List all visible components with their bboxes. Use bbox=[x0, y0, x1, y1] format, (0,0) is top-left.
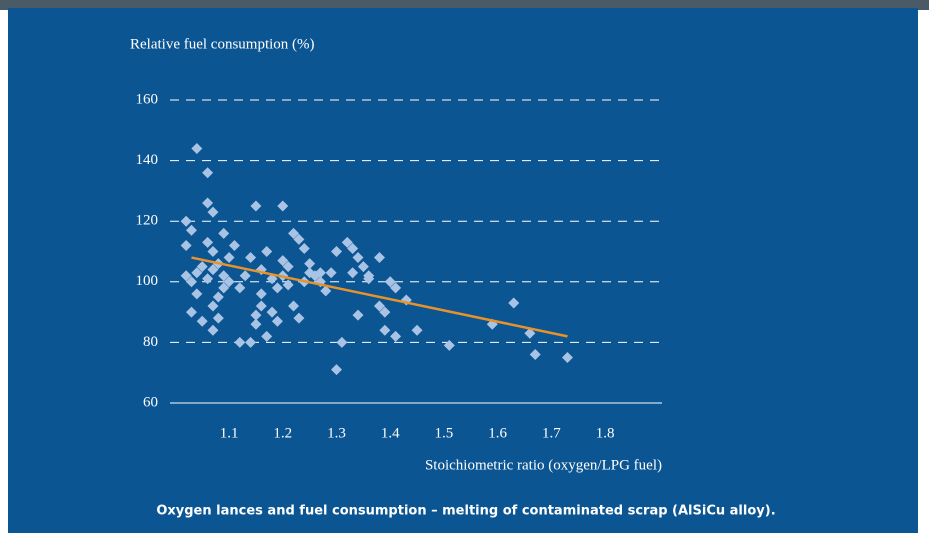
y-tick-label: 120 bbox=[136, 213, 159, 229]
x-tick-label: 1.8 bbox=[596, 425, 615, 441]
x-tick-label: 1.2 bbox=[273, 425, 292, 441]
page: Relative fuel consumption (%) Stoichiome… bbox=[0, 0, 929, 533]
x-tick-label: 1.3 bbox=[327, 425, 346, 441]
panel bbox=[8, 8, 918, 533]
x-tick-label: 1.5 bbox=[435, 425, 454, 441]
x-axis-label: Stoichiometric ratio (oxygen/LPG fuel) bbox=[425, 457, 662, 473]
x-tick-label: 1.7 bbox=[542, 425, 561, 441]
y-tick-label: 100 bbox=[136, 273, 159, 289]
y-tick-label: 60 bbox=[143, 394, 158, 410]
caption: Oxygen lances and fuel consumption – mel… bbox=[156, 504, 775, 519]
y-tick-label: 160 bbox=[136, 91, 159, 107]
y-tick-label: 80 bbox=[143, 334, 158, 350]
x-tick-label: 1.4 bbox=[381, 425, 400, 441]
y-tick-label: 140 bbox=[136, 152, 159, 168]
x-tick-label: 1.6 bbox=[488, 425, 507, 441]
x-tick-label: 1.1 bbox=[220, 425, 239, 441]
chart-title: Relative fuel consumption (%) bbox=[130, 36, 315, 52]
chart: Relative fuel consumption (%) Stoichiome… bbox=[0, 0, 929, 533]
